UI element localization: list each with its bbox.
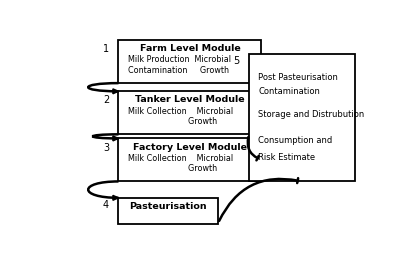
- Text: Growth: Growth: [128, 164, 217, 173]
- Text: Consumption and: Consumption and: [258, 136, 332, 146]
- Text: 5: 5: [233, 56, 240, 66]
- Bar: [119, 40, 261, 83]
- Text: Milk Collection    Microbial: Milk Collection Microbial: [128, 107, 233, 116]
- Text: Growth: Growth: [128, 117, 217, 126]
- Bar: [119, 91, 261, 134]
- Text: Contamination     Growth: Contamination Growth: [128, 66, 229, 75]
- Text: 3: 3: [103, 143, 109, 152]
- Bar: [119, 198, 218, 225]
- Polygon shape: [113, 136, 119, 141]
- Text: Post Pasteurisation: Post Pasteurisation: [258, 73, 338, 82]
- Text: 1: 1: [103, 44, 109, 54]
- Polygon shape: [113, 195, 119, 200]
- Text: 4: 4: [103, 200, 109, 210]
- Text: Storage and Distrubution: Storage and Distrubution: [258, 110, 365, 119]
- Text: Milk Production  Microbial: Milk Production Microbial: [128, 56, 231, 64]
- Text: 2: 2: [103, 95, 109, 105]
- Bar: [249, 55, 355, 181]
- Bar: [119, 138, 261, 181]
- Text: Risk Estimate: Risk Estimate: [258, 153, 316, 162]
- Text: Contamination: Contamination: [258, 87, 320, 96]
- Text: Milk Collection    Microbial: Milk Collection Microbial: [128, 154, 233, 163]
- Text: Tanker Level Module: Tanker Level Module: [135, 95, 245, 105]
- Text: Pasteurisation: Pasteurisation: [130, 202, 207, 211]
- Text: Factory Level Module: Factory Level Module: [133, 143, 247, 152]
- Text: Farm Level Module: Farm Level Module: [140, 44, 240, 53]
- Polygon shape: [113, 89, 119, 94]
